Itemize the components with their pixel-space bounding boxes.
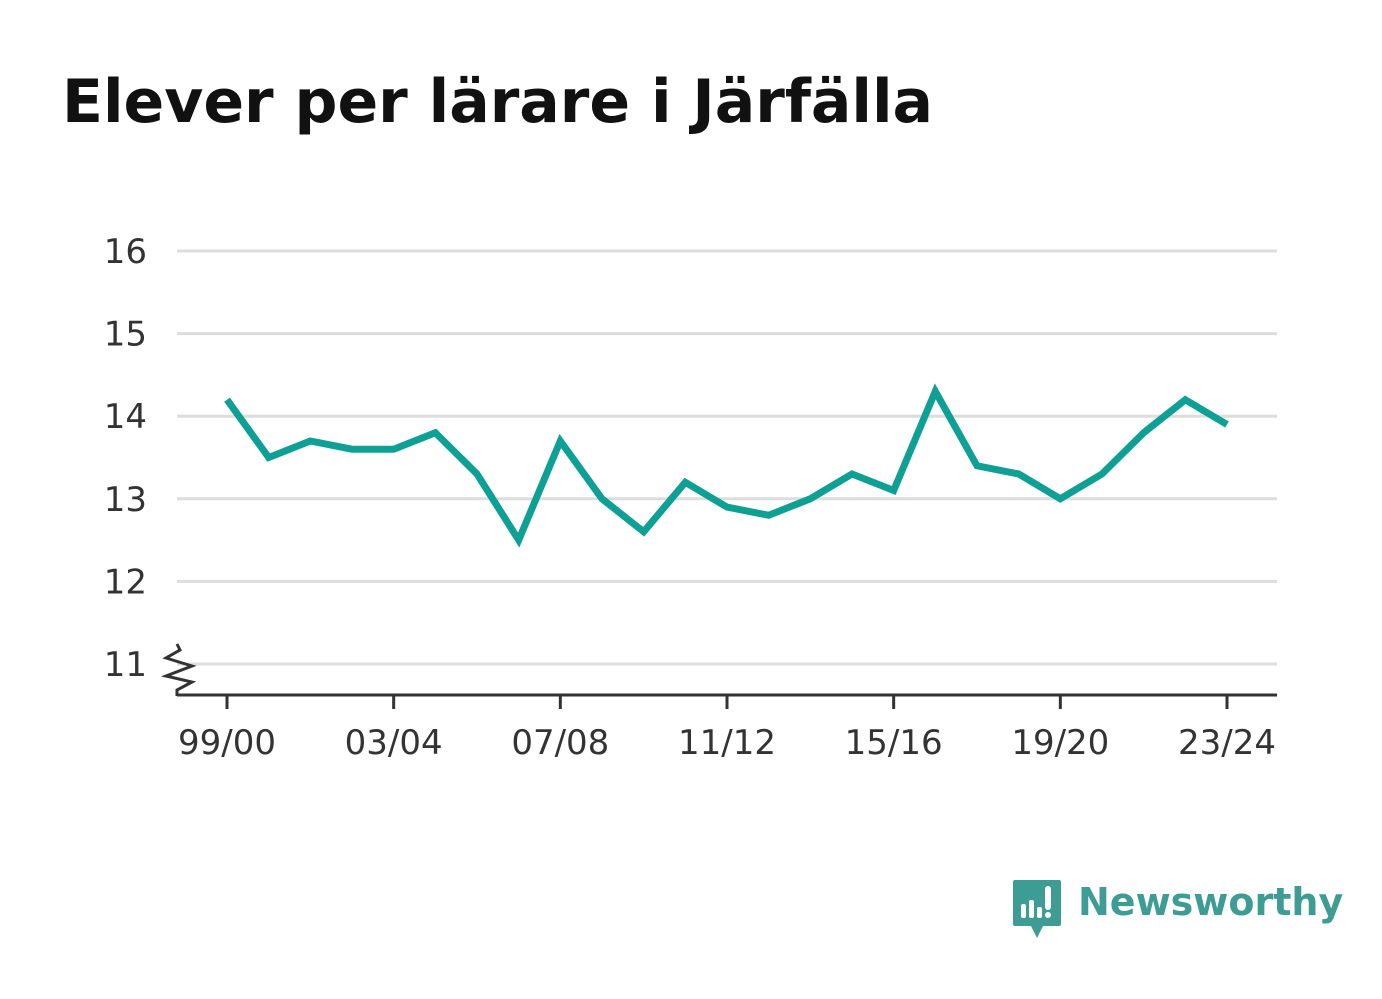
y-tick-label: 12 [104,562,147,602]
y-tick-label: 13 [104,480,147,520]
x-tick-label: 11/12 [678,723,776,763]
x-tick-label: 07/08 [511,723,609,763]
series-line [224,383,1229,548]
bar-chart-speech-bubble-icon [1013,880,1061,938]
x-tick-label: 03/04 [345,723,443,763]
brand-name: Newsworthy [1078,880,1344,924]
chart-title: Elever per lärare i Järfälla [62,67,934,137]
axis-break-marker [160,643,197,696]
x-tick-label: 15/16 [845,723,943,763]
brand-logo: Newsworthy [1012,876,1343,940]
y-tick-label: 15 [104,315,147,355]
y-axis: 11 12 13 14 15 16 [104,232,197,696]
grid-lines [177,249,1277,666]
x-tick-label: 23/24 [1178,723,1276,763]
series-layer [224,383,1229,548]
y-tick-label: 16 [104,232,147,272]
y-tick-label: 11 [104,645,147,685]
y-tick-label: 14 [104,397,147,437]
x-tick-label: 19/20 [1011,723,1109,763]
x-tick-label: 99/00 [178,723,276,763]
x-axis: 99/00 03/04 07/08 11/12 15/16 19/20 23/24 [177,693,1277,763]
